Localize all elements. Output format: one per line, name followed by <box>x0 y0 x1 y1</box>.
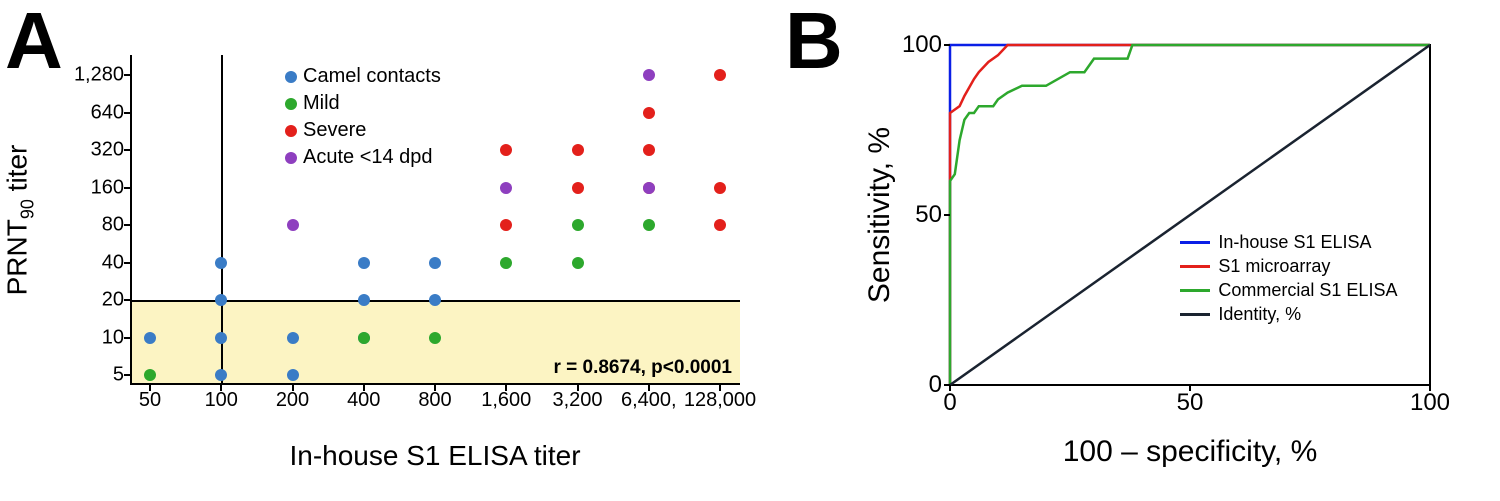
data-point <box>643 69 655 81</box>
data-point <box>429 332 441 344</box>
data-point <box>500 182 512 194</box>
x-tick-mark <box>220 385 222 391</box>
panel-a-y-axis-label: PRNT90 titer <box>2 145 39 296</box>
legend-a-item: Severe <box>285 119 366 142</box>
panel-a-x-axis-label: In-house S1 ELISA titer <box>289 440 580 472</box>
legend-b-item: In-house S1 ELISA <box>1180 232 1371 253</box>
legend-line-icon <box>1180 313 1210 316</box>
data-point <box>358 294 370 306</box>
panel-b-y-axis-label: Sensitivity, % <box>863 127 897 303</box>
legend-swatch-icon <box>285 71 297 83</box>
x-tick-mark <box>292 385 294 391</box>
y-tick-mark <box>124 299 130 301</box>
data-point <box>144 332 156 344</box>
panel-a-y-axis-line <box>130 55 132 385</box>
x-tick-mark <box>363 385 365 391</box>
data-point <box>643 144 655 156</box>
roc-curve <box>950 45 1430 385</box>
legend-a-item: Acute <14 dpd <box>285 146 433 169</box>
data-point <box>572 182 584 194</box>
legend-b-item: Commercial S1 ELISA <box>1180 280 1397 301</box>
legend-label: Severe <box>303 119 366 142</box>
y-tick-label: 100 <box>902 31 950 59</box>
y-tick-mark <box>124 149 130 151</box>
data-point <box>714 69 726 81</box>
legend-swatch-icon <box>285 152 297 164</box>
data-point <box>215 369 227 381</box>
roc-svg <box>950 45 1430 385</box>
x-tick-mark <box>505 385 507 391</box>
data-point <box>572 219 584 231</box>
data-point <box>358 332 370 344</box>
data-point <box>429 294 441 306</box>
data-point <box>429 257 441 269</box>
y-tick-mark <box>124 112 130 114</box>
data-point <box>215 257 227 269</box>
data-point <box>572 257 584 269</box>
y-tick-mark <box>124 224 130 226</box>
data-point <box>500 144 512 156</box>
legend-label: In-house S1 ELISA <box>1218 232 1371 253</box>
panel-b-plot-area: 050100050100In-house S1 ELISAS1 microarr… <box>950 45 1430 385</box>
legend-label: Mild <box>303 92 340 115</box>
x-tick-mark <box>719 385 721 391</box>
legend-a-item: Mild <box>285 92 340 115</box>
data-point <box>500 219 512 231</box>
correlation-stat: r = 0.8674, p<0.0001 <box>553 357 732 379</box>
data-point <box>714 182 726 194</box>
data-point <box>287 369 299 381</box>
x-tick-label: 100 <box>1410 385 1450 417</box>
y-tick-mark <box>124 374 130 376</box>
panel-a-label: A <box>5 0 63 87</box>
legend-line-icon <box>1180 241 1210 244</box>
data-point <box>643 107 655 119</box>
y-tick-label: 50 <box>915 201 950 229</box>
data-point <box>714 219 726 231</box>
legend-label: Camel contacts <box>303 65 441 88</box>
data-point <box>500 257 512 269</box>
x-tick-mark <box>577 385 579 391</box>
data-point <box>572 144 584 156</box>
legend-swatch-icon <box>285 98 297 110</box>
data-point <box>144 369 156 381</box>
panel-b-x-axis-label: 100 – specificity, % <box>1063 435 1318 469</box>
legend-line-icon <box>1180 265 1210 268</box>
x-tick-label: 50 <box>1177 385 1204 417</box>
panel-a-plot-area: 501002004008001,6003,2006,400,128,000510… <box>130 55 740 385</box>
data-point <box>643 219 655 231</box>
data-point <box>358 257 370 269</box>
y-tick-mark <box>124 262 130 264</box>
x-tick-mark <box>149 385 151 391</box>
legend-a-item: Camel contacts <box>285 65 441 88</box>
legend-label: S1 microarray <box>1218 256 1330 277</box>
y-tick-label: 1,280 <box>74 64 130 87</box>
y-tick-mark <box>124 74 130 76</box>
y-tick-mark <box>124 187 130 189</box>
legend-label: Identity, % <box>1218 304 1301 325</box>
data-point <box>287 332 299 344</box>
legend-b-item: S1 microarray <box>1180 256 1330 277</box>
x-tick-mark <box>434 385 436 391</box>
panel-b-label: B <box>785 0 843 87</box>
legend-line-icon <box>1180 289 1210 292</box>
y-tick-label: 0 <box>929 371 950 399</box>
data-point <box>287 219 299 231</box>
data-point <box>215 332 227 344</box>
data-point <box>215 294 227 306</box>
legend-b-item: Identity, % <box>1180 304 1301 325</box>
legend-label: Acute <14 dpd <box>303 146 433 169</box>
x-tick-mark <box>648 385 650 391</box>
data-point <box>643 182 655 194</box>
legend-label: Commercial S1 ELISA <box>1218 280 1397 301</box>
legend-swatch-icon <box>285 125 297 137</box>
y-tick-mark <box>124 337 130 339</box>
